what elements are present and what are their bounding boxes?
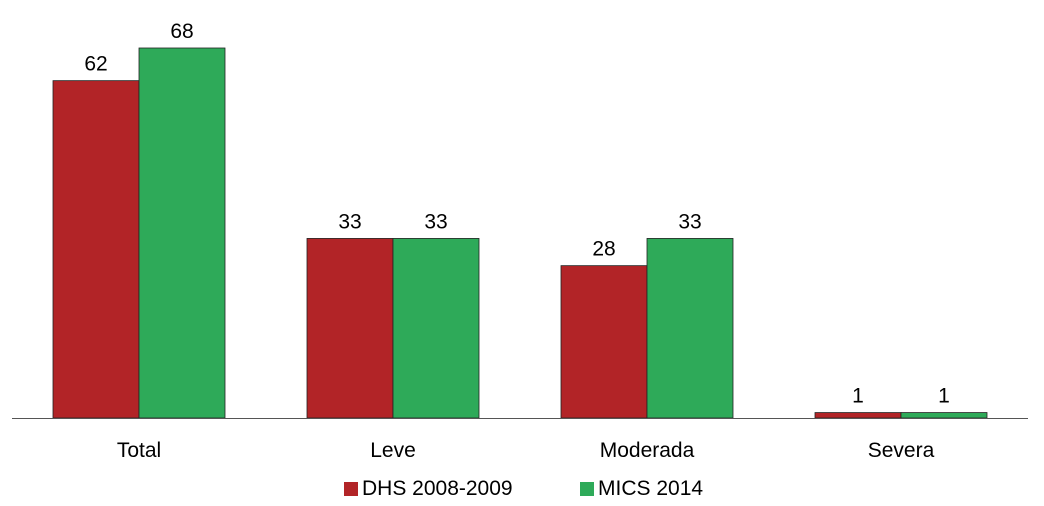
legend-label-mics-2014: MICS 2014 [598, 477, 703, 500]
bar-total-mics-2014 [138, 47, 226, 419]
value-label-severa-mics-2014: 1 [938, 385, 950, 408]
bar-severa-mics-2014 [900, 412, 988, 419]
legend-swatch-dhs-2008-2009 [344, 482, 358, 496]
legend-label-dhs-2008-2009: DHS 2008-2009 [362, 477, 513, 500]
bar-moderada-mics-2014 [646, 238, 734, 419]
bar-leve-dhs-2008-2009 [306, 238, 394, 419]
value-label-moderada-mics-2014: 33 [678, 210, 701, 233]
category-label-moderada: Moderada [600, 439, 695, 462]
value-labels-layer: 62 68 33 33 28 33 1 1 [84, 20, 950, 408]
category-label-leve: Leve [370, 439, 416, 462]
bar-leve-mics-2014 [392, 238, 480, 419]
category-label-severa: Severa [868, 439, 935, 462]
legend-item-mics-2014: MICS 2014 [580, 477, 703, 500]
bar-severa-dhs-2008-2009 [814, 412, 902, 419]
legend: DHS 2008-2009 MICS 2014 [344, 477, 703, 500]
legend-swatch-mics-2014 [580, 482, 594, 496]
value-label-leve-mics-2014: 33 [424, 210, 447, 233]
bars-layer [52, 47, 988, 419]
value-label-moderada-dhs-2008-2009: 28 [592, 238, 615, 261]
value-label-total-dhs-2008-2009: 62 [84, 53, 107, 76]
value-label-total-mics-2014: 68 [170, 20, 193, 43]
category-labels-layer: Total Leve Moderada Severa [117, 439, 935, 462]
category-label-total: Total [117, 439, 161, 462]
value-label-leve-dhs-2008-2009: 33 [338, 210, 361, 233]
bar-total-dhs-2008-2009 [52, 80, 140, 419]
bar-moderada-dhs-2008-2009 [560, 265, 648, 419]
value-label-severa-dhs-2008-2009: 1 [852, 385, 864, 408]
legend-item-dhs-2008-2009: DHS 2008-2009 [344, 477, 513, 500]
